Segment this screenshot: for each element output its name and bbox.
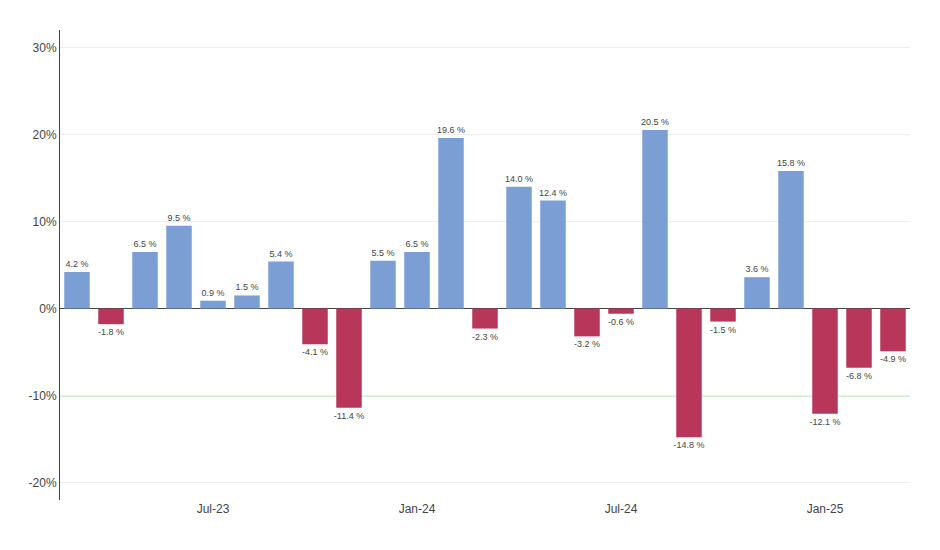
svg-text:Jul-24: Jul-24: [605, 502, 638, 516]
svg-text:20.5 %: 20.5 %: [641, 117, 669, 127]
svg-text:-12.1 %: -12.1 %: [809, 417, 840, 427]
svg-text:-0.6 %: -0.6 %: [608, 317, 634, 327]
svg-text:-1.5 %: -1.5 %: [710, 325, 736, 335]
svg-text:10%: 10%: [33, 215, 57, 229]
svg-text:-4.1 %: -4.1 %: [302, 347, 328, 357]
svg-text:12.4 %: 12.4 %: [539, 188, 567, 198]
svg-text:15.8 %: 15.8 %: [777, 158, 805, 168]
svg-text:0%: 0%: [39, 302, 57, 316]
svg-text:-10%: -10%: [29, 389, 57, 403]
svg-text:-4.9 %: -4.9 %: [880, 354, 906, 364]
svg-text:-11.4 %: -11.4 %: [334, 411, 364, 421]
svg-text:Jul-23: Jul-23: [197, 502, 230, 516]
svg-text:30%: 30%: [33, 41, 57, 55]
svg-text:5.4 %: 5.4 %: [269, 249, 292, 259]
svg-text:-6.8 %: -6.8 %: [846, 371, 872, 381]
svg-text:20%: 20%: [33, 128, 57, 142]
svg-text:4.2 %: 4.2 %: [65, 259, 88, 269]
svg-text:6.5 %: 6.5 %: [405, 239, 428, 249]
svg-text:Jan-24: Jan-24: [399, 502, 436, 516]
svg-text:-2.3 %: -2.3 %: [472, 332, 498, 342]
svg-text:Jan-25: Jan-25: [807, 502, 844, 516]
svg-text:9.5 %: 9.5 %: [167, 213, 190, 223]
svg-text:0.9 %: 0.9 %: [201, 288, 224, 298]
svg-text:3.6 %: 3.6 %: [745, 264, 768, 274]
svg-text:-20%: -20%: [29, 476, 57, 490]
svg-text:-1.8 %: -1.8 %: [98, 327, 124, 337]
svg-text:-14.8 %: -14.8 %: [673, 440, 704, 450]
svg-text:-3.2 %: -3.2 %: [574, 339, 600, 349]
svg-text:5.5 %: 5.5 %: [371, 248, 394, 258]
svg-text:19.6 %: 19.6 %: [437, 125, 465, 135]
svg-text:6.5 %: 6.5 %: [133, 239, 156, 249]
svg-text:14.0 %: 14.0 %: [505, 174, 533, 184]
svg-text:1.5 %: 1.5 %: [235, 282, 258, 292]
